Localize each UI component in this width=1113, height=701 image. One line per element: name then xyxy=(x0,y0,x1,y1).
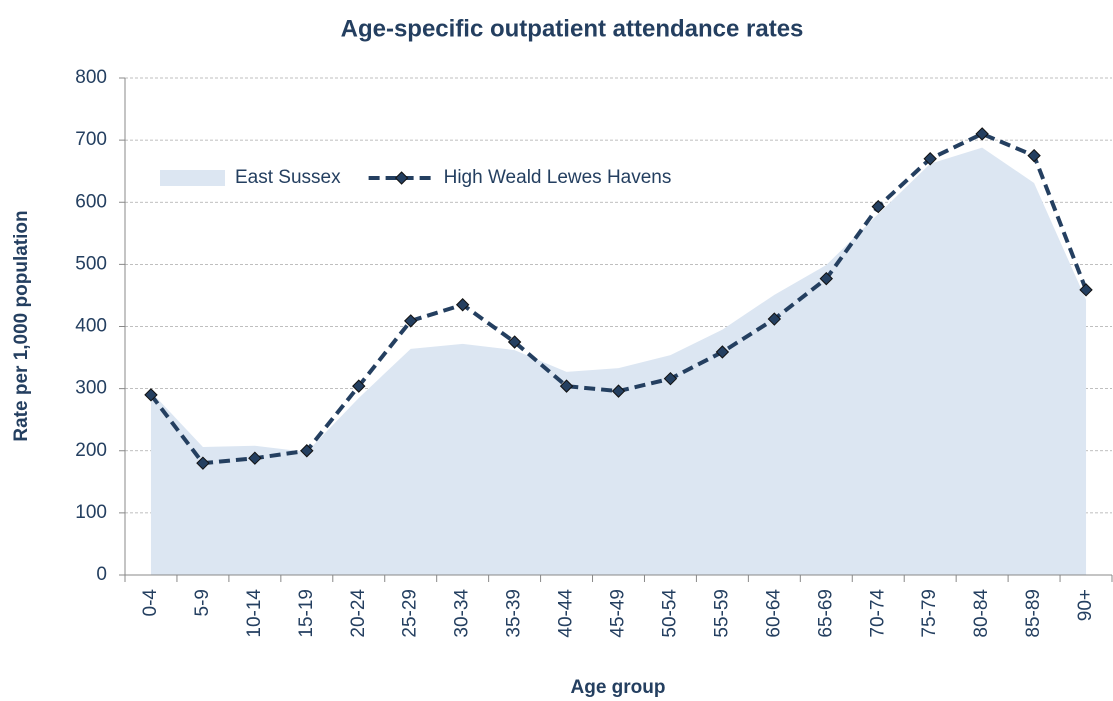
marker xyxy=(559,379,574,393)
x-tick-label: 15-19 xyxy=(296,589,317,638)
marker xyxy=(1079,283,1093,297)
y-tick-label: 0 xyxy=(96,564,107,585)
marker xyxy=(715,345,730,359)
x-axis-label: Age group xyxy=(571,677,666,698)
legend-swatch xyxy=(160,170,225,186)
y-tick-label: 800 xyxy=(75,67,107,88)
marker xyxy=(1027,148,1041,163)
x-tick-label: 50-54 xyxy=(659,589,680,638)
x-tick-label: 65-69 xyxy=(815,589,836,638)
x-tick-label: 25-29 xyxy=(400,589,421,638)
y-tick-label: 100 xyxy=(75,502,107,523)
marker xyxy=(923,152,937,166)
x-tick-label: 85-89 xyxy=(1023,589,1044,638)
x-tick-label: 5-9 xyxy=(192,589,213,616)
marker xyxy=(404,314,418,328)
area xyxy=(150,147,1087,575)
chart-title: Age-specific outpatient attendance rates xyxy=(341,15,804,42)
y-tick-label: 500 xyxy=(75,253,107,274)
x-tick-label: 70-74 xyxy=(867,589,888,638)
marker xyxy=(352,379,366,393)
x-tick-label: 45-49 xyxy=(608,589,629,638)
x-tick-label: 0-4 xyxy=(140,589,161,617)
legend-marker xyxy=(394,171,409,185)
marker xyxy=(455,298,470,312)
marker xyxy=(767,312,782,326)
marker xyxy=(975,127,989,141)
marker xyxy=(819,271,833,286)
marker xyxy=(248,451,262,465)
x-tick-label: 10-14 xyxy=(244,589,265,638)
y-tick-label: 400 xyxy=(75,316,107,337)
x-tick-label: 55-59 xyxy=(711,589,732,638)
marker xyxy=(611,384,626,398)
x-tick-label: 80-84 xyxy=(971,589,992,638)
marker xyxy=(300,444,314,458)
x-tick-label: 35-39 xyxy=(504,589,525,638)
x-tick-label: 90+ xyxy=(1075,589,1096,621)
legend-label: High Weald Lewes Havens xyxy=(444,167,672,188)
y-tick-label: 600 xyxy=(75,191,107,212)
y-tick-label: 200 xyxy=(75,440,107,461)
x-tick-label: 60-64 xyxy=(763,589,784,638)
x-tick-label: 75-79 xyxy=(919,589,940,638)
x-tick-label: 30-34 xyxy=(452,589,473,638)
y-tick-label: 700 xyxy=(75,129,107,150)
y-axis-label: Rate per 1,000 population xyxy=(11,210,32,441)
marker xyxy=(663,371,678,386)
marker xyxy=(871,199,885,214)
marker xyxy=(507,335,522,349)
marker xyxy=(196,456,210,470)
legend-label: East Sussex xyxy=(235,167,341,188)
x-tick-label: 40-44 xyxy=(556,589,577,638)
x-tick-label: 20-24 xyxy=(348,589,369,638)
y-tick-label: 300 xyxy=(75,378,107,399)
marker xyxy=(144,388,158,402)
